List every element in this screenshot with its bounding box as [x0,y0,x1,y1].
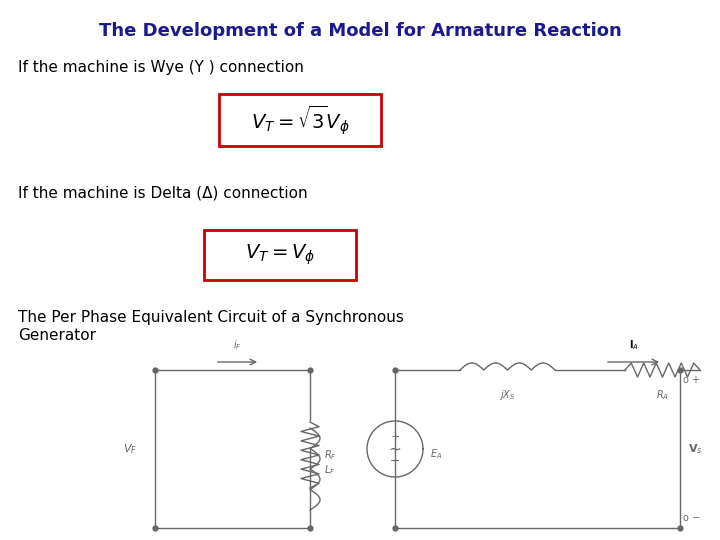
Text: ~: ~ [389,442,401,456]
Text: o +: o + [683,375,700,385]
Text: $V_T = V_\phi$: $V_T = V_\phi$ [245,243,315,267]
Text: +: + [390,432,400,442]
Text: Generator: Generator [18,328,96,343]
Text: $V_T = \sqrt{3}V_\phi$: $V_T = \sqrt{3}V_\phi$ [251,103,349,137]
Text: −: − [390,455,400,468]
Text: $L_F$: $L_F$ [324,463,336,477]
FancyBboxPatch shape [219,94,381,146]
Text: The Development of a Model for Armature Reaction: The Development of a Model for Armature … [99,22,621,40]
Text: $i_F$: $i_F$ [233,338,241,352]
Text: $\mathbf{V}_s$: $\mathbf{V}_s$ [688,442,703,456]
Text: o −: o − [683,513,700,523]
Text: $V_F$: $V_F$ [123,442,137,456]
Text: $R_F$: $R_F$ [324,448,337,462]
Text: $R_A$: $R_A$ [655,388,668,402]
Text: If the machine is Wye (Y ) connection: If the machine is Wye (Y ) connection [18,60,304,75]
Text: If the machine is Delta (Δ) connection: If the machine is Delta (Δ) connection [18,185,307,200]
FancyBboxPatch shape [204,230,356,280]
Text: $E_A$: $E_A$ [430,447,442,461]
Text: $\mathbf{I}_A$: $\mathbf{I}_A$ [629,338,639,352]
Text: $jX_S$: $jX_S$ [499,388,516,402]
Text: The Per Phase Equivalent Circuit of a Synchronous: The Per Phase Equivalent Circuit of a Sy… [18,310,404,325]
